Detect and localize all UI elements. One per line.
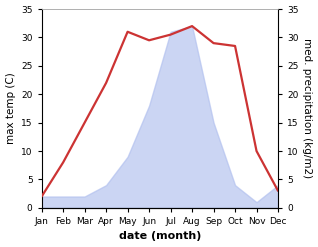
Y-axis label: med. precipitation (kg/m2): med. precipitation (kg/m2) [302,38,313,179]
X-axis label: date (month): date (month) [119,231,201,242]
Y-axis label: max temp (C): max temp (C) [5,73,16,144]
